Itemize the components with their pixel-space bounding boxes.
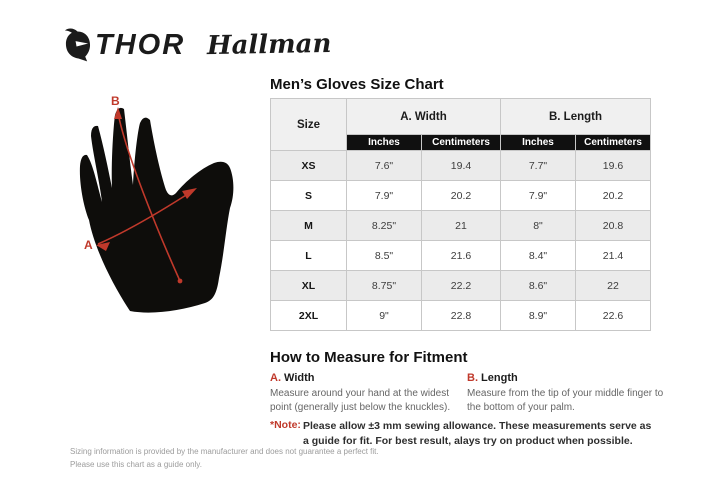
size-value: XS xyxy=(270,150,347,181)
length-line-end-dot xyxy=(177,278,183,284)
length-cm-value: 20.2 xyxy=(575,180,651,211)
table-row: M 8.25" 21 8" 20.8 xyxy=(270,210,651,241)
subheader-width-inches: Inches xyxy=(346,134,422,151)
table-row: S 7.9" 20.2 7.9" 20.2 xyxy=(270,180,651,211)
length-cm-value: 21.4 xyxy=(575,240,651,271)
col-header-length: B. Length xyxy=(500,98,651,135)
table-row: L 8.5" 21.6 8.4" 21.4 xyxy=(270,240,651,271)
length-arrow-top xyxy=(114,107,122,119)
width-inches-value: 9" xyxy=(346,300,422,331)
width-cm-value: 21.6 xyxy=(421,240,501,271)
width-measure-line xyxy=(97,189,195,245)
length-cm-value: 22 xyxy=(575,270,651,301)
table-row: 2XL 9" 22.8 8.9" 22.6 xyxy=(270,300,651,331)
width-cm-value: 21 xyxy=(421,210,501,241)
note-label: *Note: xyxy=(270,419,301,431)
measure-section-title: How to Measure for Fitment xyxy=(270,349,468,366)
hand-silhouette xyxy=(79,107,234,313)
size-value: L xyxy=(270,240,347,271)
disclaimer-line-2: Please use this chart as a guide only. xyxy=(70,459,202,469)
hallman-logo-text: Hallman xyxy=(206,28,332,62)
brand-logo-row: THOR Hallman xyxy=(64,25,332,65)
hand-measurement-diagram: A B xyxy=(68,92,246,324)
col-header-width: A. Width xyxy=(346,98,501,135)
measure-length-letter: B. xyxy=(467,372,478,384)
measure-width-heading: A. Width xyxy=(270,372,464,384)
page-title: Men’s Gloves Size Chart xyxy=(270,76,444,93)
width-arrow-left xyxy=(96,242,110,251)
disclaimer: Sizing information is provided by the ma… xyxy=(70,446,379,472)
width-cm-value: 19.4 xyxy=(421,150,501,181)
thor-helmet-icon xyxy=(64,28,91,62)
width-cm-value: 20.2 xyxy=(421,180,501,211)
col-header-size: Size xyxy=(270,98,347,151)
width-cm-value: 22.8 xyxy=(421,300,501,331)
measure-width-text: Measure around your hand at the widest p… xyxy=(270,388,451,413)
subheader-width-centimeters: Centimeters xyxy=(421,134,501,151)
size-value: M xyxy=(270,210,347,241)
hand-silhouette-image: A B xyxy=(79,94,234,313)
subheader-length-inches: Inches xyxy=(500,134,576,151)
note-text: Please allow ±3 mm sewing allowance. The… xyxy=(303,420,652,447)
length-inches-value: 7.9" xyxy=(500,180,576,211)
size-value: S xyxy=(270,180,347,211)
width-inches-value: 7.6" xyxy=(346,150,422,181)
subheader-length-centimeters: Centimeters xyxy=(575,134,651,151)
width-cm-value: 22.2 xyxy=(421,270,501,301)
width-inches-value: 8.5" xyxy=(346,240,422,271)
size-value: XL xyxy=(270,270,347,301)
length-cm-value: 19.6 xyxy=(575,150,651,181)
disclaimer-line-1: Sizing information is provided by the ma… xyxy=(70,447,379,456)
length-cm-value: 20.8 xyxy=(575,210,651,241)
measure-width-letter: A. xyxy=(270,372,281,384)
measure-width-block: A. Width Measure around your hand at the… xyxy=(270,372,464,414)
measure-length-text: Measure from the tip of your middle fing… xyxy=(467,388,664,413)
diagram-label-b: B xyxy=(111,94,120,108)
length-inches-value: 8.4" xyxy=(500,240,576,271)
measure-length-label: Length xyxy=(478,372,518,384)
length-inches-value: 8.9" xyxy=(500,300,576,331)
size-value: 2XL xyxy=(270,300,347,331)
table-row: XS 7.6" 19.4 7.7" 19.6 xyxy=(270,150,651,181)
note-block: *Note: Please allow ±3 mm sewing allowan… xyxy=(270,419,662,448)
length-inches-value: 8" xyxy=(500,210,576,241)
width-arrow-right xyxy=(182,188,197,199)
length-measure-line xyxy=(117,112,181,282)
table-row: XL 8.75" 22.2 8.6" 22 xyxy=(270,270,651,301)
width-inches-value: 8.25" xyxy=(346,210,422,241)
width-inches-value: 8.75" xyxy=(346,270,422,301)
width-inches-value: 7.9" xyxy=(346,180,422,211)
measure-length-heading: B. Length xyxy=(467,372,667,384)
length-inches-value: 8.6" xyxy=(500,270,576,301)
length-cm-value: 22.6 xyxy=(575,300,651,331)
measure-width-label: Width xyxy=(281,372,315,384)
length-inches-value: 7.7" xyxy=(500,150,576,181)
diagram-label-a: A xyxy=(84,238,93,252)
size-chart-table: Size A. Width B. Length Inches Centimete… xyxy=(270,98,651,331)
measure-length-block: B. Length Measure from the tip of your m… xyxy=(467,372,667,414)
thor-logo-text: THOR xyxy=(95,28,186,61)
